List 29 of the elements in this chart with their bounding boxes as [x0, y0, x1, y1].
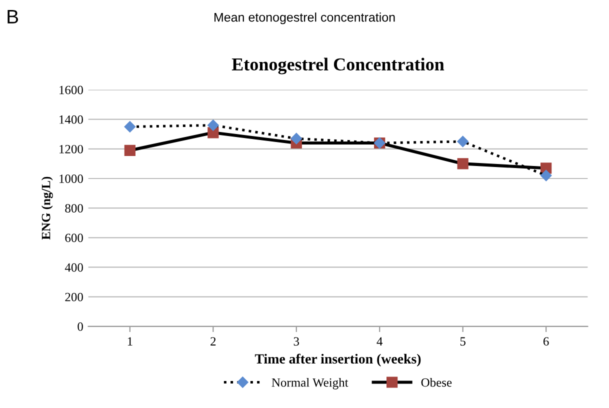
point — [124, 144, 136, 156]
point — [457, 136, 468, 148]
y-tick-label: 400 — [64, 263, 83, 272]
point — [208, 120, 219, 131]
chart-subtitle: Mean etonogestrel concentration — [214, 12, 395, 24]
x-tick-label: 6 — [543, 337, 549, 346]
y-tick-label: 200 — [65, 292, 83, 302]
y-tick-label: 1600 — [60, 86, 83, 94]
y-axis-title: ENG (ng/L) — [41, 176, 53, 240]
point — [290, 132, 302, 144]
x-tick-label: 2 — [210, 337, 216, 346]
chart-title: Etonogestrel Concentration — [232, 58, 444, 74]
x-tick-label: 3 — [294, 337, 300, 346]
x-tick-label: 5 — [460, 337, 466, 346]
y-tick-label: 1400 — [60, 115, 83, 124]
y-tick-label: 800 — [65, 204, 83, 213]
legend-label: Normal Weight — [272, 378, 348, 390]
x-tick-label: 1 — [128, 337, 132, 346]
text: B — [8, 10, 18, 24]
legend-label: Obese — [421, 378, 452, 387]
point — [540, 170, 552, 182]
y-tick-label: 600 — [65, 234, 83, 242]
point — [457, 158, 468, 170]
y-tick-label: 1000 — [60, 174, 83, 183]
y-tick-label: 1200 — [60, 144, 83, 154]
x-axis-title: Time after insertion (weeks) — [254, 354, 421, 366]
point — [124, 121, 136, 132]
x-tick-label: 4 — [376, 337, 383, 346]
y-tick-label: 0 — [78, 322, 83, 331]
